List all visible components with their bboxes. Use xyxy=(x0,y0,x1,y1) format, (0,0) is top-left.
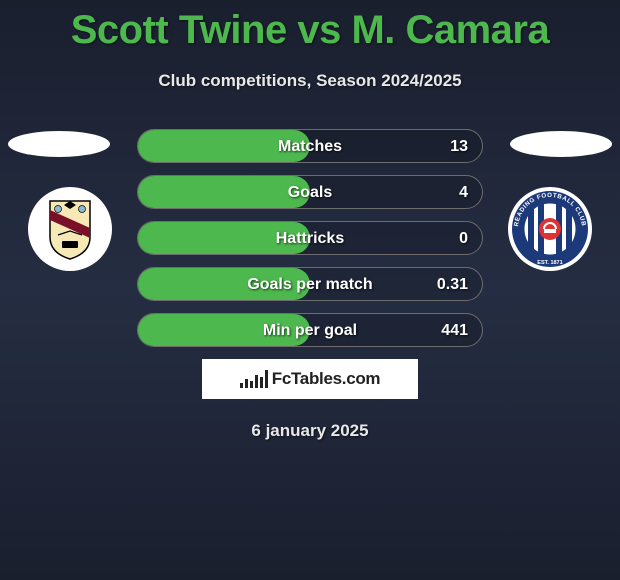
brand-box[interactable]: FcTables.com xyxy=(202,359,418,399)
date-text: 6 january 2025 xyxy=(0,421,620,441)
svg-text:EST. 1871: EST. 1871 xyxy=(537,260,562,266)
reading-crest-icon: READING FOOTBALL CLUB EST. 1871 xyxy=(508,187,592,271)
stat-label: Hattricks xyxy=(138,222,482,256)
stat-value: 4 xyxy=(459,176,468,210)
stat-row: Goals 4 xyxy=(137,175,483,209)
stat-row: Matches 13 xyxy=(137,129,483,163)
burnley-crest-icon xyxy=(28,187,112,271)
comparison-area: READING FOOTBALL CLUB EST. 1871 Matches … xyxy=(0,129,620,441)
page-title: Scott Twine vs M. Camara xyxy=(0,0,620,53)
subtitle: Club competitions, Season 2024/2025 xyxy=(0,71,620,91)
stat-value: 13 xyxy=(450,130,468,164)
stat-label: Goals per match xyxy=(138,268,482,302)
player-left-avatar xyxy=(8,131,110,157)
stat-row: Hattricks 0 xyxy=(137,221,483,255)
stat-row: Goals per match 0.31 xyxy=(137,267,483,301)
stats-list: Matches 13 Goals 4 Hattricks 0 Goals per… xyxy=(137,129,483,347)
brand-text: FcTables.com xyxy=(272,369,381,389)
player-right-avatar xyxy=(510,131,612,157)
stat-label: Goals xyxy=(138,176,482,210)
brand-bars-icon xyxy=(240,370,268,388)
stat-value: 0.31 xyxy=(437,268,468,302)
stat-value: 441 xyxy=(441,314,468,348)
stat-label: Matches xyxy=(138,130,482,164)
club-badge-left xyxy=(28,187,112,271)
stat-row: Min per goal 441 xyxy=(137,313,483,347)
stat-value: 0 xyxy=(459,222,468,256)
stat-label: Min per goal xyxy=(138,314,482,348)
club-badge-right: READING FOOTBALL CLUB EST. 1871 xyxy=(508,187,592,271)
